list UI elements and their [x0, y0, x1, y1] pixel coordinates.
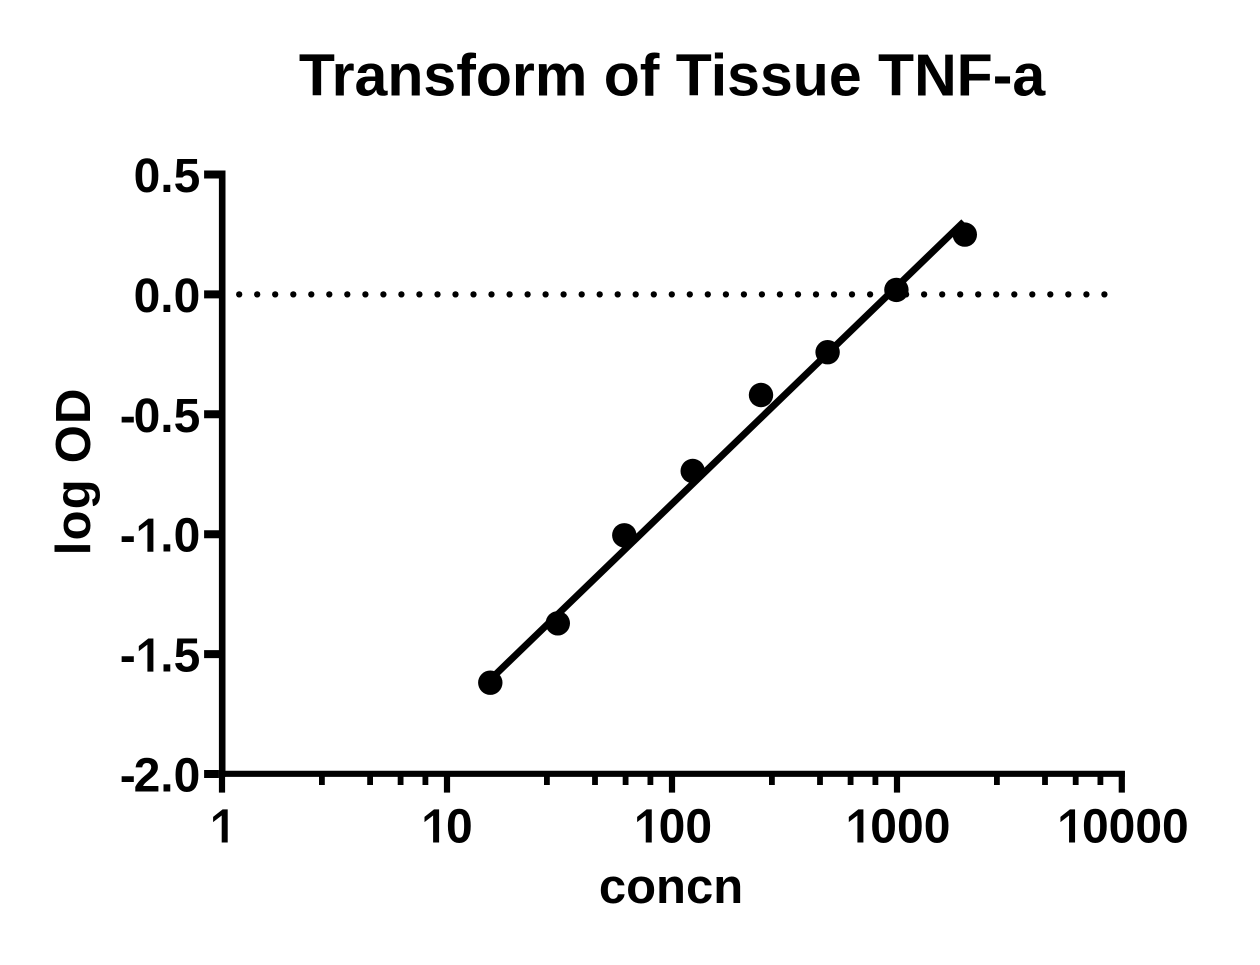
- svg-text:0000: 0000: [1082, 801, 1189, 854]
- svg-text:-: -: [120, 630, 136, 683]
- svg-text:000: 000: [870, 801, 950, 854]
- svg-text:log OD: log OD: [47, 387, 101, 555]
- svg-text:0: 0: [446, 801, 473, 854]
- svg-text:-: -: [120, 510, 136, 563]
- svg-text:.0: .0: [160, 510, 200, 563]
- svg-text:.5: .5: [160, 630, 200, 683]
- svg-text:-: -: [120, 390, 136, 443]
- svg-text:0.0: 0.0: [134, 270, 201, 323]
- svg-text:0.5: 0.5: [134, 390, 201, 443]
- svg-text:0.5: 0.5: [134, 150, 201, 203]
- svg-text:Transform of Tissue TNF-a: Transform of Tissue TNF-a: [299, 43, 1047, 109]
- svg-text:-: -: [120, 750, 136, 803]
- svg-text:00: 00: [659, 801, 712, 854]
- svg-text:2.0: 2.0: [134, 750, 201, 803]
- svg-text:concn: concn: [599, 860, 743, 914]
